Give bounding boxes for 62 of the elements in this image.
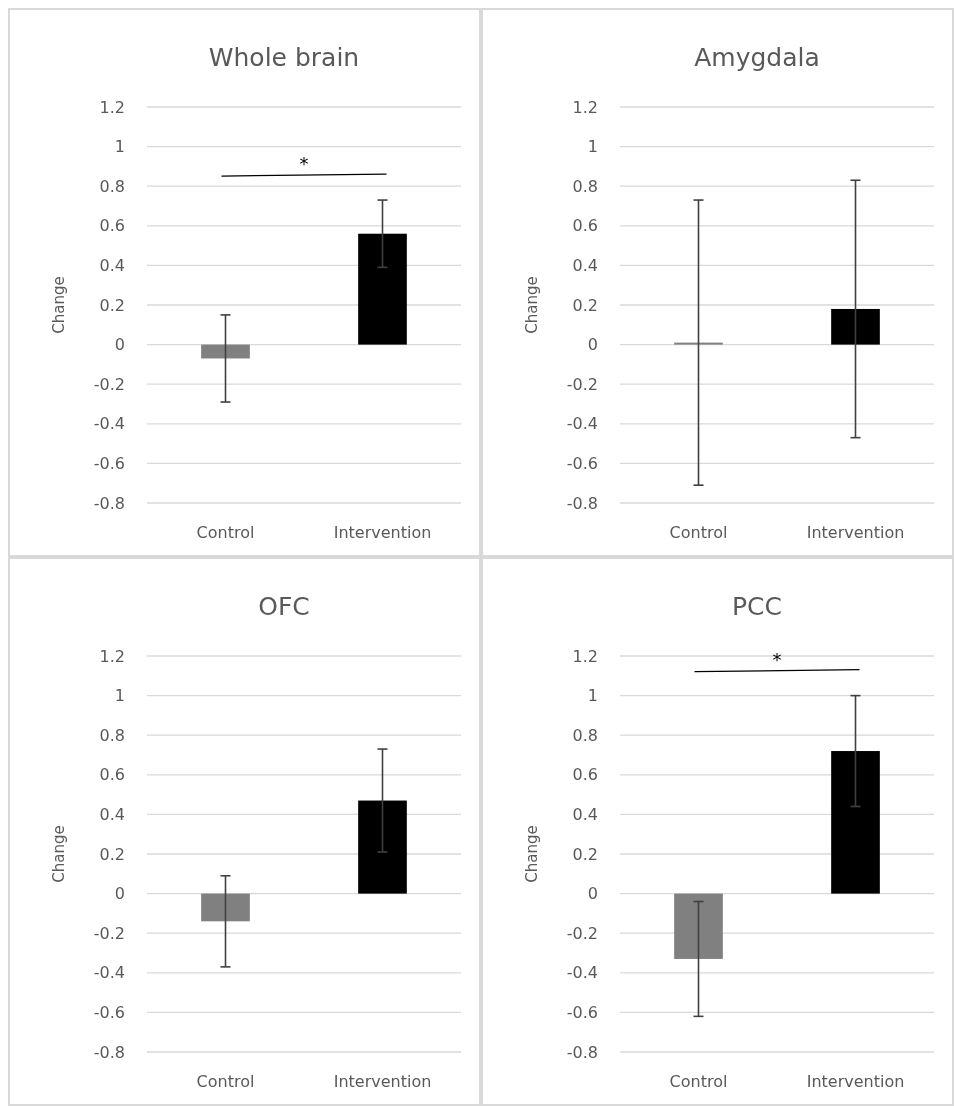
y-tick-label: 0 bbox=[114, 335, 125, 355]
y-tick-label: 0.2 bbox=[99, 844, 125, 864]
y-tick-label: 0.2 bbox=[99, 295, 125, 315]
y-tick-label: 0.2 bbox=[572, 295, 598, 315]
y-tick-label: 0.4 bbox=[572, 805, 598, 824]
y-tick-label: -0.2 bbox=[93, 374, 125, 394]
y-tick-label: 0.4 bbox=[99, 256, 125, 275]
y-axis-title: Change bbox=[50, 825, 68, 883]
y-tick-label: -0.6 bbox=[93, 1003, 125, 1022]
chart-title: PCC bbox=[732, 592, 782, 621]
y-tick-label: 0.4 bbox=[99, 805, 125, 824]
y-tick-label: 0.8 bbox=[572, 725, 598, 745]
x-tick-label: Control bbox=[196, 523, 255, 542]
y-tick-label: -0.4 bbox=[93, 963, 125, 983]
chart-title: Whole brain bbox=[208, 43, 360, 72]
y-tick-label: 0 bbox=[114, 884, 125, 904]
y-tick-label: 1 bbox=[587, 137, 598, 157]
y-tick-label: 0.8 bbox=[99, 176, 125, 196]
y-tick-label: -0.2 bbox=[566, 374, 598, 394]
y-axis-title: Change bbox=[523, 825, 541, 883]
y-axis-title: Change bbox=[50, 276, 68, 334]
x-tick-label: Intervention bbox=[806, 1072, 905, 1091]
y-tick-label: 0.6 bbox=[99, 216, 125, 236]
y-tick-label: -0.2 bbox=[93, 923, 125, 943]
y-axis-title: Change bbox=[523, 276, 541, 334]
annotation: * bbox=[299, 153, 309, 175]
x-tick-label: Intervention bbox=[333, 523, 432, 542]
y-tick-label: 0.4 bbox=[572, 256, 598, 275]
y-tick-label: -0.4 bbox=[566, 414, 598, 434]
y-tick-label: 0.6 bbox=[572, 765, 598, 785]
chart-title: OFC bbox=[258, 592, 310, 621]
annotation: * bbox=[772, 648, 782, 670]
x-tick-label: Intervention bbox=[333, 1072, 432, 1091]
y-tick-label: 0.6 bbox=[99, 765, 125, 785]
y-tick-label: 0 bbox=[587, 335, 598, 355]
y-tick-label: 1 bbox=[114, 686, 125, 706]
y-tick-label: -0.8 bbox=[93, 493, 125, 513]
x-tick-label: Control bbox=[669, 1072, 728, 1091]
y-tick-label: 1 bbox=[114, 137, 125, 157]
y-tick-label: -0.8 bbox=[566, 1042, 598, 1062]
y-tick-label: -0.6 bbox=[566, 1003, 598, 1022]
y-tick-label: 0.8 bbox=[99, 725, 125, 745]
y-tick-label: -0.2 bbox=[566, 923, 598, 943]
y-tick-label: -0.8 bbox=[93, 1042, 125, 1062]
y-tick-label: 1.2 bbox=[572, 97, 598, 117]
x-tick-label: Control bbox=[669, 523, 728, 542]
y-tick-label: -0.8 bbox=[566, 493, 598, 513]
y-tick-label: 0.6 bbox=[572, 216, 598, 236]
y-tick-label: -0.4 bbox=[566, 963, 598, 983]
y-tick-label: 0.2 bbox=[572, 844, 598, 864]
y-tick-label: -0.6 bbox=[566, 454, 598, 473]
y-tick-label: -0.4 bbox=[93, 414, 125, 434]
y-tick-label: 0.8 bbox=[572, 176, 598, 196]
x-tick-label: Intervention bbox=[806, 523, 905, 542]
y-tick-label: 1 bbox=[587, 686, 598, 706]
chart-title: Amygdala bbox=[694, 43, 820, 72]
y-tick-label: 0 bbox=[587, 884, 598, 904]
x-tick-label: Control bbox=[196, 1072, 255, 1091]
y-tick-label: 1.2 bbox=[572, 646, 598, 666]
y-tick-label: 1.2 bbox=[99, 97, 125, 117]
y-tick-label: 1.2 bbox=[99, 646, 125, 666]
y-tick-label: -0.6 bbox=[93, 454, 125, 473]
